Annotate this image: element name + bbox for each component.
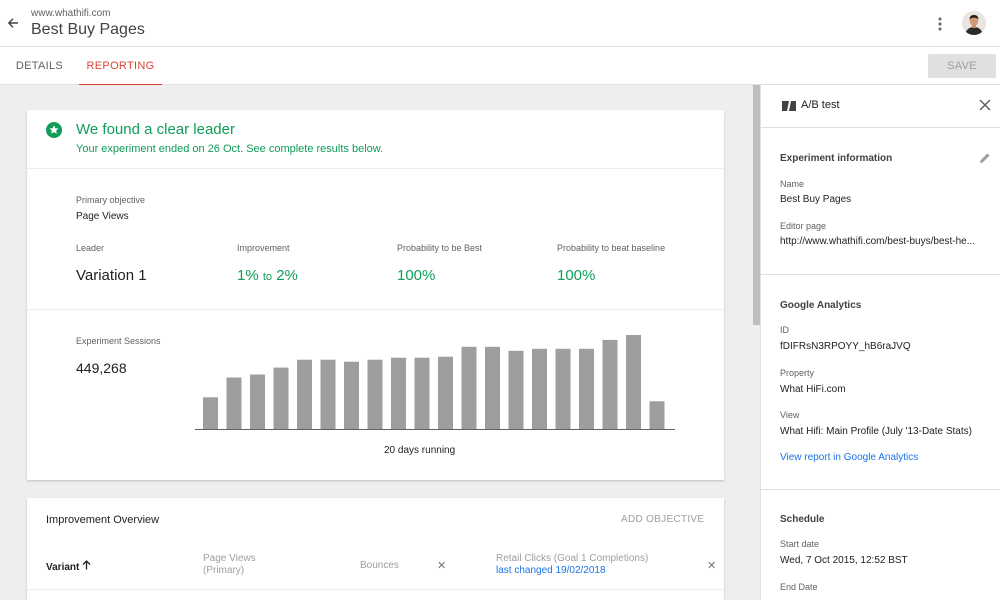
tab-reporting[interactable]: REPORTING (79, 47, 162, 86)
chart-bar (555, 348, 571, 429)
id-value: fDIFRsN3RPOYY_hB6raJVQ (780, 341, 911, 352)
prob-best-value: 100% (397, 267, 436, 284)
star-icon (46, 122, 62, 138)
edit-icon[interactable] (979, 151, 991, 163)
chart-bar (438, 356, 453, 429)
property-label: Property (780, 368, 815, 378)
page-url: www.whathifi.com (31, 8, 111, 19)
chart-bar (532, 348, 547, 429)
tab-bar: DETAILS REPORTING SAVE (0, 47, 1000, 86)
more-vert-icon[interactable] (930, 14, 950, 34)
id-label: ID (780, 325, 789, 335)
app-header: www.whathifi.com Best Buy Pages (0, 0, 1000, 47)
sessions-bar-chart (195, 335, 675, 430)
chart-bar (273, 367, 289, 429)
end-date-label: End Date (780, 582, 818, 592)
improvement-overview-card: Improvement Overview ADD OBJECTIVE Varia… (27, 498, 724, 600)
leader-value: Variation 1 (76, 267, 147, 284)
col-retail-label: Retail Clicks (Goal 1 Completions) (496, 553, 649, 564)
remove-bounces-icon[interactable]: ✕ (437, 560, 447, 572)
close-icon[interactable] (978, 98, 992, 112)
chart-bar (579, 348, 594, 429)
view-value: What Hifi: Main Profile (July '13-Date S… (780, 426, 972, 437)
result-subtitle: Your experiment ended on 26 Oct. See com… (76, 143, 384, 155)
panel-title: A/B test (801, 99, 840, 111)
panel-header: A/B test (761, 85, 1000, 128)
chart-bar (367, 359, 383, 429)
chart-bar (226, 377, 242, 429)
schedule-title: Schedule (780, 514, 825, 525)
col-page-views-label: Page Views (203, 553, 256, 564)
remove-retail-icon[interactable]: ✕ (707, 560, 717, 572)
col-page-views-sub: (Primary) (203, 565, 245, 576)
start-date-value: Wed, 7 Oct 2015, 12:52 BST (780, 555, 908, 566)
chart-bar (203, 397, 218, 429)
name-value: Best Buy Pages (780, 194, 852, 205)
tab-details[interactable]: DETAILS (15, 60, 64, 72)
col-retail-clicks[interactable]: Retail Clicks (Goal 1 Completions) last … (496, 553, 648, 577)
result-title: We found a clear leader (76, 121, 235, 138)
leader-label: Leader (76, 243, 105, 253)
prob-baseline-label: Probability to beat baseline (557, 243, 666, 253)
arrow-upward-icon (82, 560, 91, 573)
chart-bar (320, 359, 336, 429)
improvement-label: Improvement (237, 243, 290, 253)
variant-header-label: Variant (46, 562, 80, 573)
view-label: View (780, 410, 800, 420)
name-label: Name (780, 179, 805, 189)
col-bounces[interactable]: Bounces (360, 560, 399, 571)
prob-baseline-value: 100% (557, 267, 596, 284)
start-date-label: Start date (780, 539, 820, 549)
experiment-info-title: Experiment information (780, 153, 893, 164)
improvement-high: 2% (276, 267, 298, 284)
chart-bar (485, 346, 500, 429)
divider (27, 168, 724, 169)
improvement-value: 1% to 2% (237, 267, 298, 284)
sessions-value: 449,268 (76, 360, 127, 376)
divider (27, 309, 724, 310)
results-card: We found a clear leader Your experiment … (27, 110, 724, 480)
ab-test-panel: A/B test Experiment information Name Bes… (760, 85, 1000, 600)
add-objective-button[interactable]: ADD OBJECTIVE (621, 514, 705, 525)
chart-bar (602, 339, 618, 429)
improvement-to: to (262, 271, 273, 283)
col-retail-link[interactable]: last changed 19/02/2018 (496, 565, 606, 576)
col-page-views[interactable]: Page Views (Primary) (203, 553, 256, 577)
editor-value: http://www.whathifi.com/best-buys/best-h… (780, 236, 976, 247)
primary-objective-label: Primary objective (76, 195, 146, 205)
avatar[interactable] (962, 11, 986, 35)
chart-bar (626, 335, 641, 429)
chart-bar (250, 374, 265, 429)
primary-objective-value: Page Views (76, 211, 129, 222)
save-button[interactable]: SAVE (928, 54, 996, 78)
chart-bar (414, 357, 430, 429)
property-value: What HiFi.com (780, 384, 846, 395)
page-title: Best Buy Pages (31, 21, 145, 38)
chart-bar (649, 401, 665, 429)
variant-column-header[interactable]: Variant (46, 560, 91, 573)
ga-title: Google Analytics (780, 300, 862, 311)
overview-title: Improvement Overview (46, 514, 160, 526)
chart-bar (344, 361, 359, 429)
chart-bar (297, 359, 312, 429)
sessions-label: Experiment Sessions (76, 336, 161, 346)
chart-bar (461, 346, 477, 429)
arrow-back-icon[interactable] (4, 14, 22, 32)
chart-bar (508, 350, 524, 429)
divider (761, 489, 1000, 490)
scrollbar[interactable] (753, 85, 760, 325)
divider (27, 589, 724, 590)
improvement-low: 1% (237, 267, 259, 284)
prob-best-label: Probability to be Best (397, 243, 483, 253)
view-report-link[interactable]: View report in Google Analytics (780, 452, 919, 463)
chart-bar (391, 357, 406, 429)
ab-test-icon (782, 99, 796, 111)
editor-label: Editor page (780, 221, 827, 231)
divider (761, 274, 1000, 275)
days-running: 20 days running (384, 445, 456, 456)
